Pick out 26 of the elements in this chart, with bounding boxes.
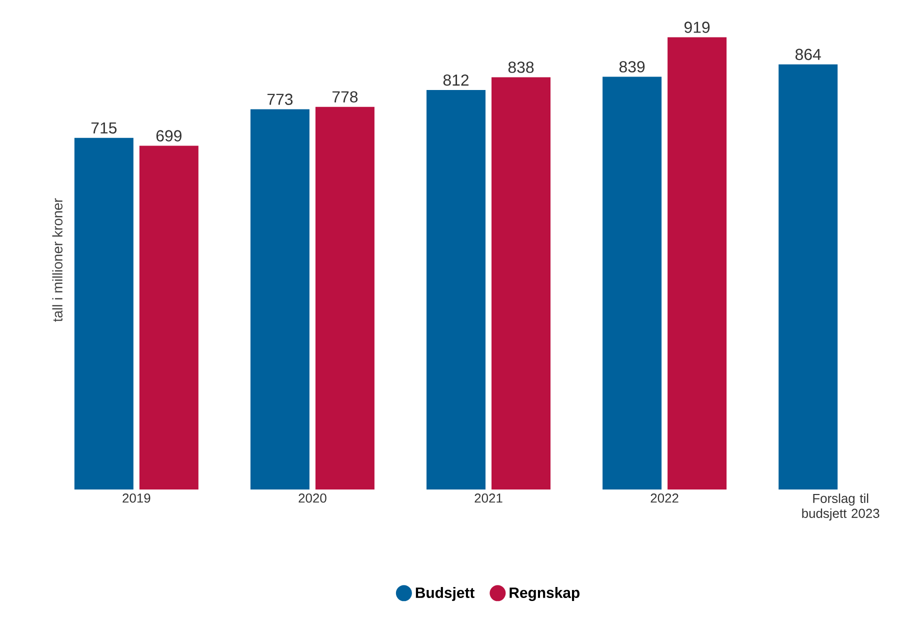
legend-label: Budsjett <box>416 587 475 601</box>
data-label: 715 <box>91 122 117 134</box>
x-tick-label: 2020 <box>298 494 326 503</box>
data-label: 838 <box>508 62 534 73</box>
x-tick-label: 2019 <box>122 494 150 503</box>
bar <box>490 76 552 490</box>
y-axis-title: tall i millioner kroner <box>52 198 62 322</box>
bar <box>249 108 310 490</box>
data-label: 864 <box>795 48 821 60</box>
x-tick-label: 2021 <box>474 494 502 503</box>
data-label: 839 <box>619 61 645 72</box>
bar <box>602 76 663 490</box>
data-label: 699 <box>156 130 182 142</box>
bar <box>426 89 487 490</box>
data-label: 812 <box>443 74 468 86</box>
x-tick-label: 2022 <box>650 494 678 503</box>
bar <box>778 63 839 490</box>
x-tick-label: Forslag til budsjett 2023 <box>802 494 880 521</box>
data-label: 778 <box>332 91 358 102</box>
data-label: 773 <box>267 94 293 105</box>
bar <box>73 136 134 490</box>
bar <box>314 106 376 490</box>
bar <box>138 144 200 490</box>
data-label: 919 <box>684 22 710 33</box>
bar <box>666 36 728 490</box>
legend-label: Regnskap <box>510 587 580 602</box>
